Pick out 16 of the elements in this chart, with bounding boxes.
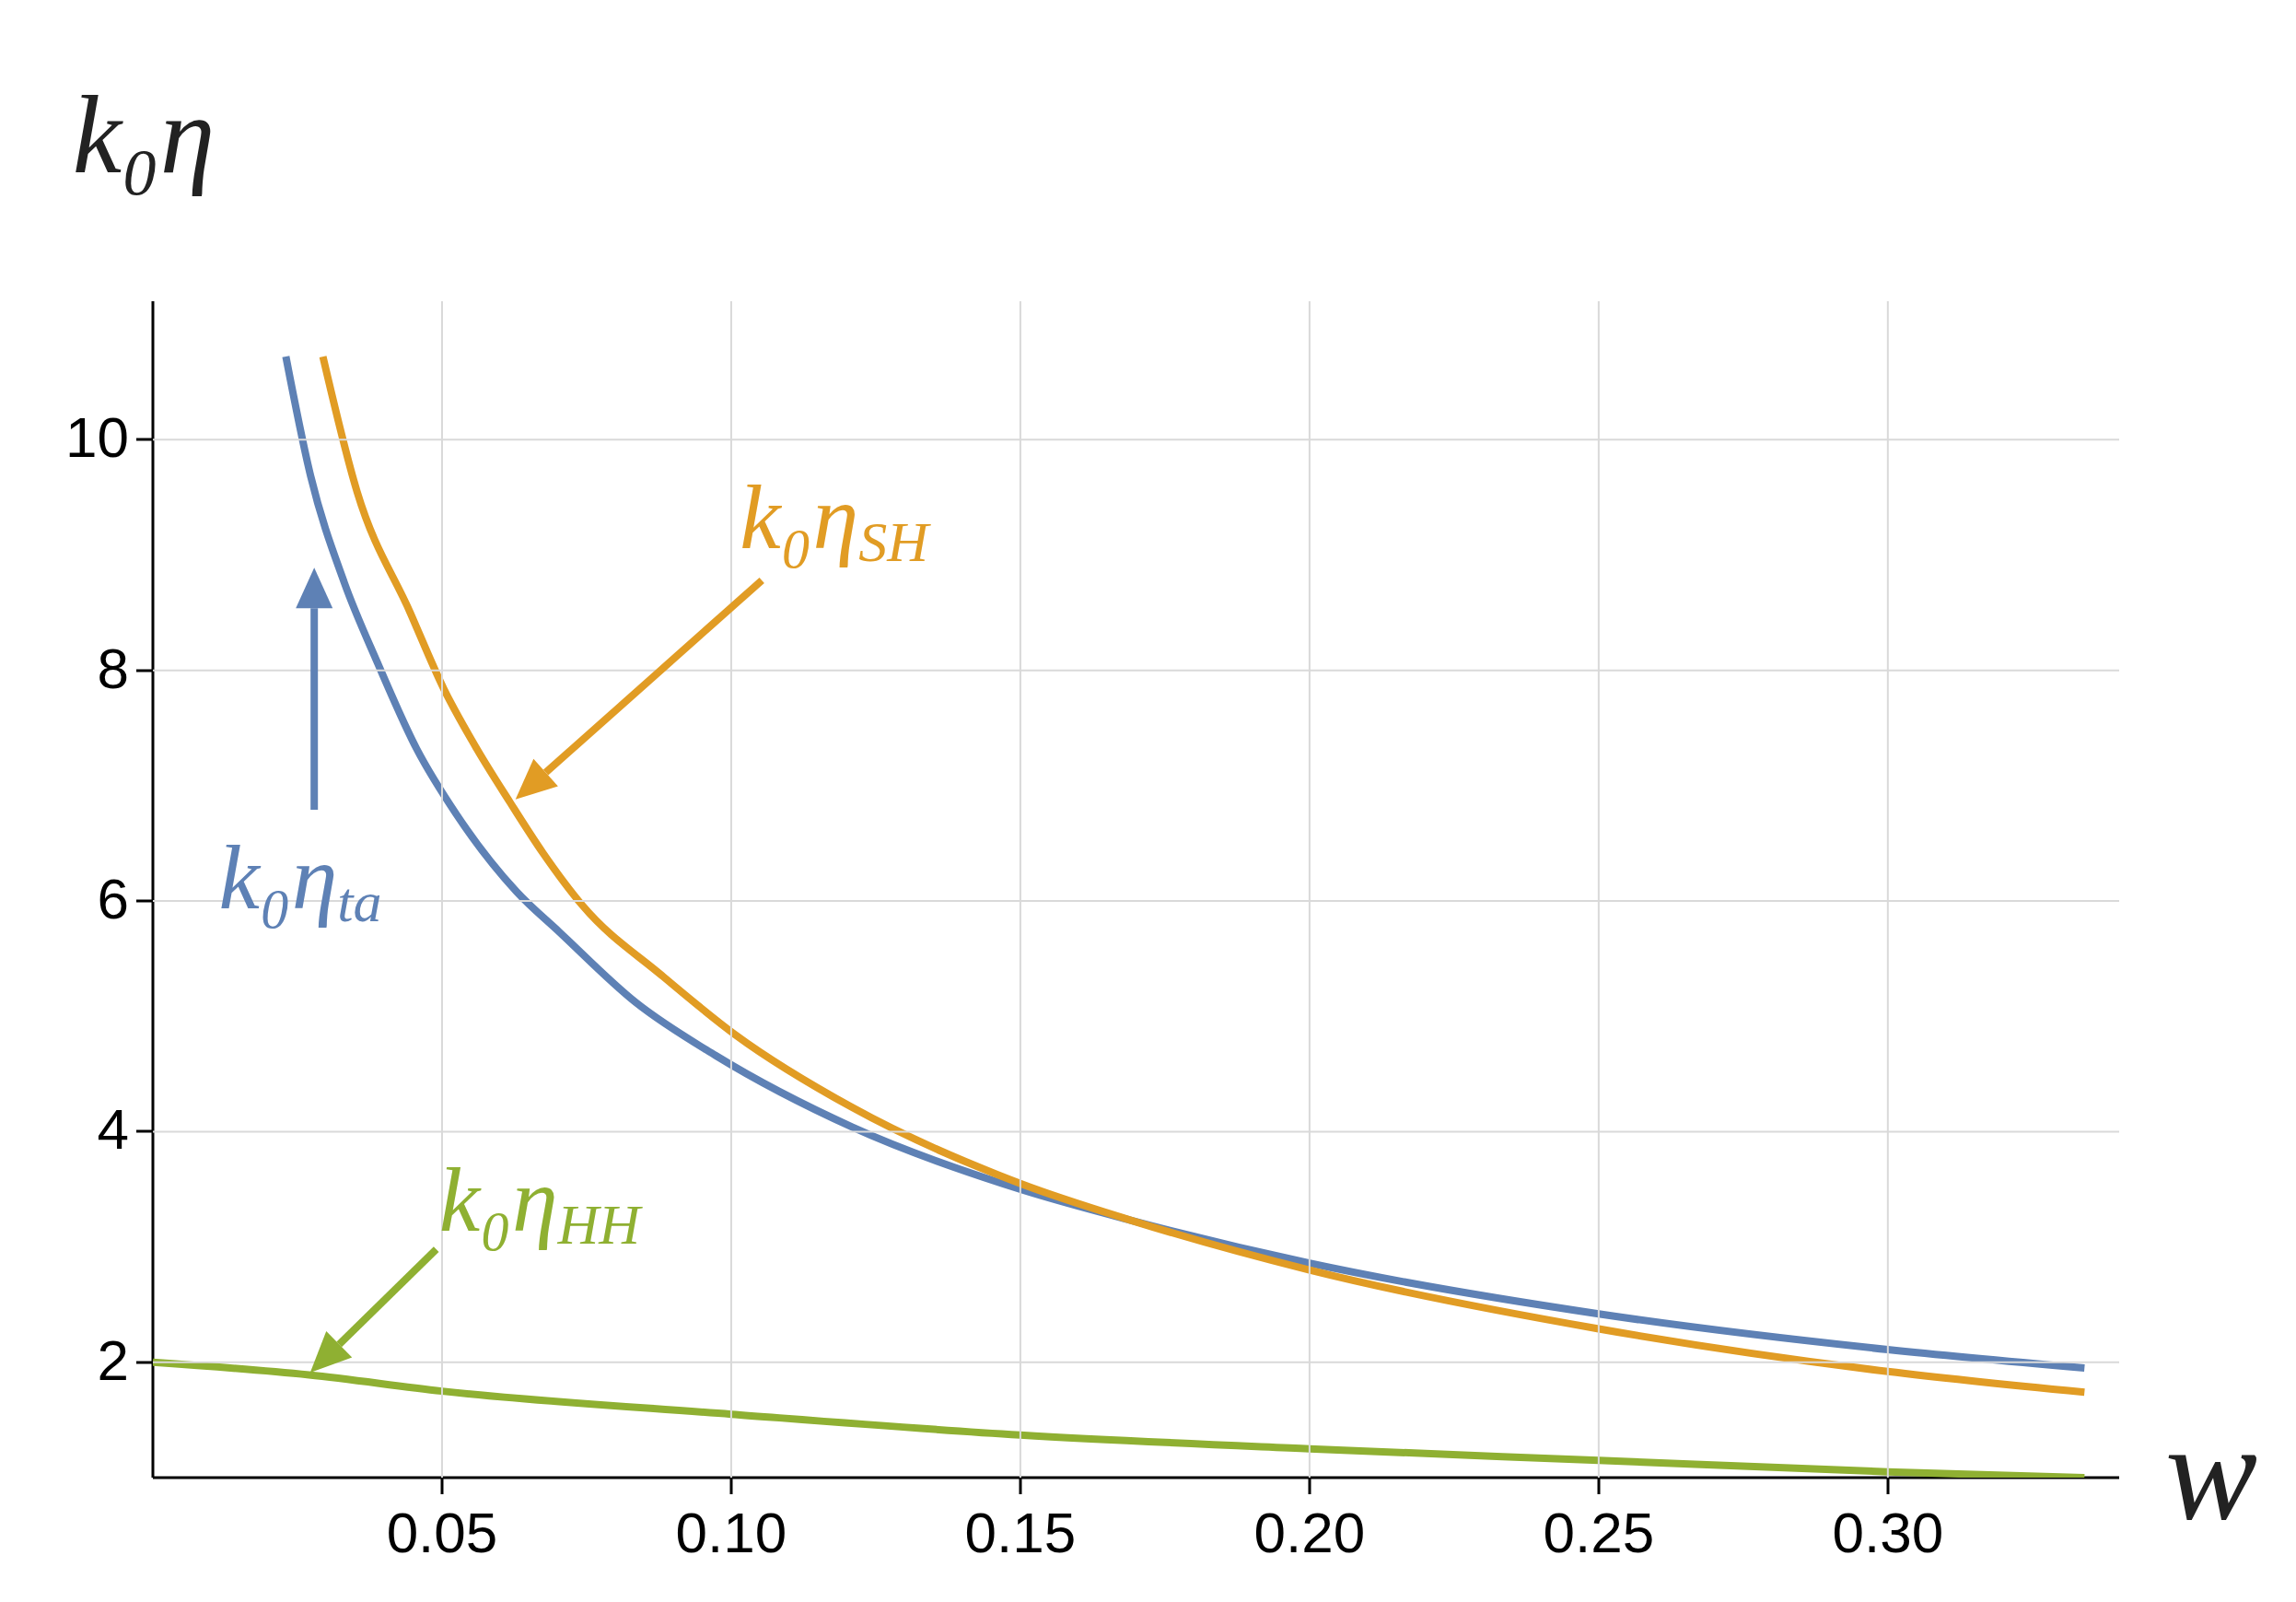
x-tick-label: 0.15: [964, 1501, 1077, 1564]
x-tick-label: 0.25: [1543, 1501, 1655, 1564]
series-label: k₀η$_{ta}$: [218, 825, 382, 933]
series-label: k₀η$_{HH}$: [438, 1149, 644, 1256]
y-tick-label: 10: [65, 405, 129, 470]
x-tick-label: 0.10: [675, 1501, 787, 1564]
x-tick-label: 0.05: [386, 1501, 498, 1564]
y-axis-title: k₀η: [72, 74, 216, 196]
y-tick-label: 6: [97, 867, 129, 931]
x-axis-title: w: [2164, 1396, 2258, 1549]
text: k₀η$_{SH}$: [740, 465, 932, 573]
x-tick-label: 0.30: [1832, 1501, 1944, 1564]
x-tick-label: 0.20: [1253, 1501, 1366, 1564]
y-tick-label: 8: [97, 636, 129, 700]
y-tick-label: 4: [97, 1097, 129, 1162]
y-tick-label: 2: [97, 1327, 129, 1392]
